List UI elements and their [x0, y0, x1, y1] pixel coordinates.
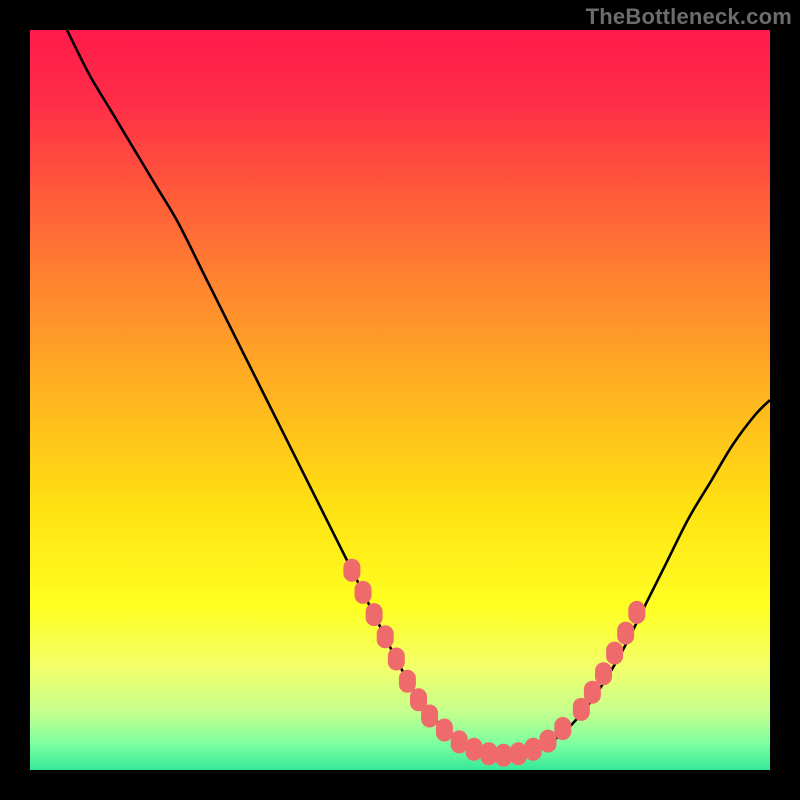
data-marker — [366, 604, 382, 626]
data-marker — [377, 626, 393, 648]
plot-area — [30, 30, 770, 770]
bottleneck-curve — [67, 30, 770, 755]
data-marker — [555, 718, 571, 740]
data-marker — [510, 743, 526, 765]
data-marker — [607, 642, 623, 664]
marker-layer — [344, 559, 645, 766]
data-marker — [618, 622, 634, 644]
data-marker — [388, 648, 404, 670]
data-marker — [496, 744, 512, 766]
data-marker — [540, 730, 556, 752]
data-marker — [481, 743, 497, 765]
attribution-label: TheBottleneck.com — [586, 4, 792, 30]
chart-stage: TheBottleneck.com — [0, 0, 800, 800]
data-marker — [466, 738, 482, 760]
chart-overlay — [30, 30, 770, 770]
data-marker — [629, 601, 645, 623]
data-marker — [344, 559, 360, 581]
data-marker — [596, 663, 612, 685]
data-marker — [422, 705, 438, 727]
data-marker — [355, 581, 371, 603]
data-marker — [399, 670, 415, 692]
data-marker — [451, 731, 467, 753]
data-marker — [525, 738, 541, 760]
data-marker — [436, 719, 452, 741]
data-marker — [584, 681, 600, 703]
